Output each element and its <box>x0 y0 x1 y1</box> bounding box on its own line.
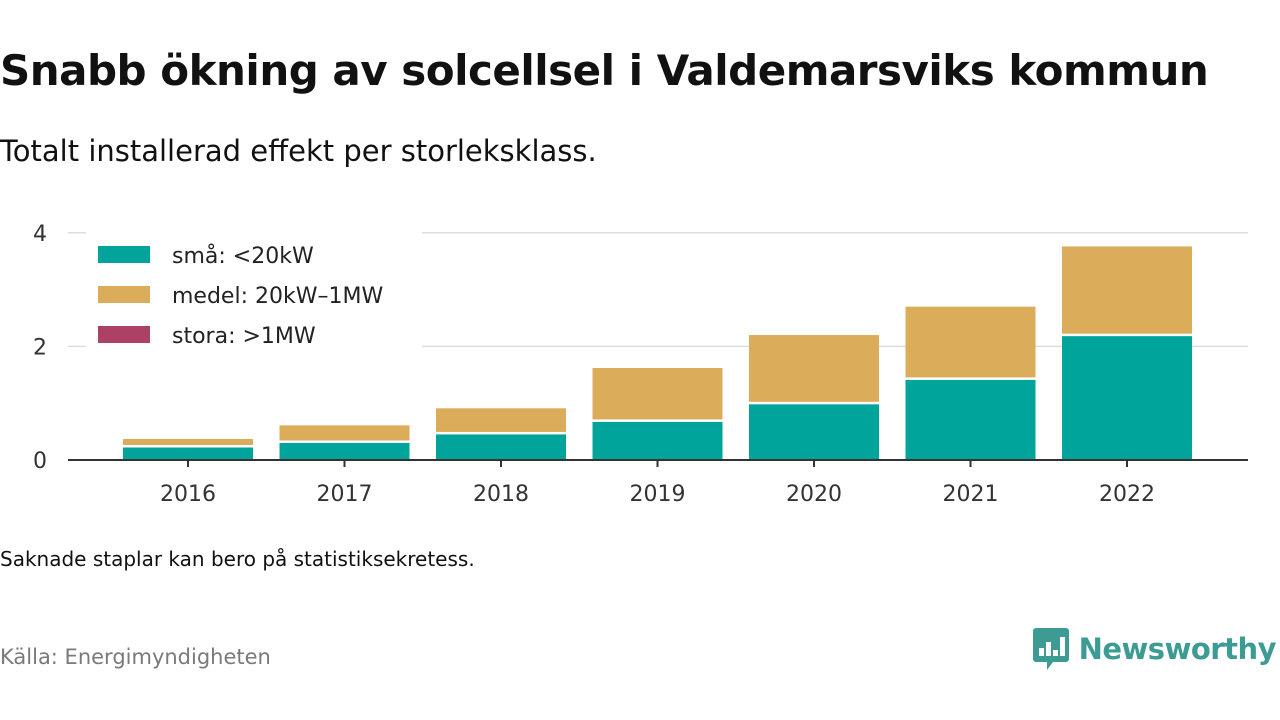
x-tick-label: 2020 <box>786 482 842 507</box>
x-tick-label: 2022 <box>1099 482 1155 507</box>
bar-segment <box>279 425 410 441</box>
x-tick-label: 2018 <box>473 482 529 507</box>
x-tick-label: 2019 <box>630 482 686 507</box>
bar-segment <box>749 335 879 402</box>
x-tick-label: 2016 <box>160 482 216 507</box>
bar-segment <box>905 379 1036 460</box>
bars <box>123 246 1192 460</box>
legend-swatch <box>98 326 150 343</box>
chart-title: Snabb ökning av solcellsel i Valdemarsvi… <box>0 46 1209 95</box>
bar-segment <box>279 442 410 460</box>
legend-swatch <box>98 246 150 263</box>
footnote: Saknade staplar kan bero på statistiksek… <box>0 547 475 571</box>
bar-segment <box>592 367 723 420</box>
source-credit: Källa: Energimyndigheten <box>0 645 271 669</box>
y-axis-ticks: 0 2 4 <box>33 222 47 474</box>
x-axis: 2016 2017 2018 2019 2020 2021 2022 <box>68 459 1248 507</box>
bar-segment <box>436 434 566 460</box>
bar-segment <box>749 404 879 460</box>
legend-label: medel: 20kW–1MW <box>172 284 383 309</box>
x-tick-label: 2021 <box>943 482 999 507</box>
x-tick-label: 2017 <box>317 482 373 507</box>
legend-label: små: <20kW <box>172 243 314 269</box>
bar-segment <box>905 306 1036 378</box>
legend: små: <20kW medel: 20kW–1MW stora: >1MW <box>86 230 422 349</box>
bar-segment <box>436 408 566 432</box>
y-tick-label: 4 <box>33 222 47 247</box>
bar-segment <box>592 421 723 460</box>
y-tick-label: 0 <box>33 449 47 474</box>
bar-segment <box>123 438 253 446</box>
chart-subtitle: Totalt installerad effekt per storlekskl… <box>0 134 597 168</box>
stacked-bar-chart: 0 2 4 2016 2017 2018 2019 2020 2021 2022 små: <2… <box>33 222 1248 507</box>
brand-name: Newsworthy <box>1078 632 1277 666</box>
bar-segment <box>1062 246 1192 334</box>
newsworthy-logo-icon <box>1032 628 1069 670</box>
y-tick-label: 2 <box>33 335 47 360</box>
brand-logo: Newsworthy <box>1032 628 1277 670</box>
bar-segment <box>1062 336 1192 460</box>
legend-swatch <box>98 286 150 303</box>
legend-label: stora: >1MW <box>172 324 316 349</box>
bar-segment <box>123 447 253 460</box>
